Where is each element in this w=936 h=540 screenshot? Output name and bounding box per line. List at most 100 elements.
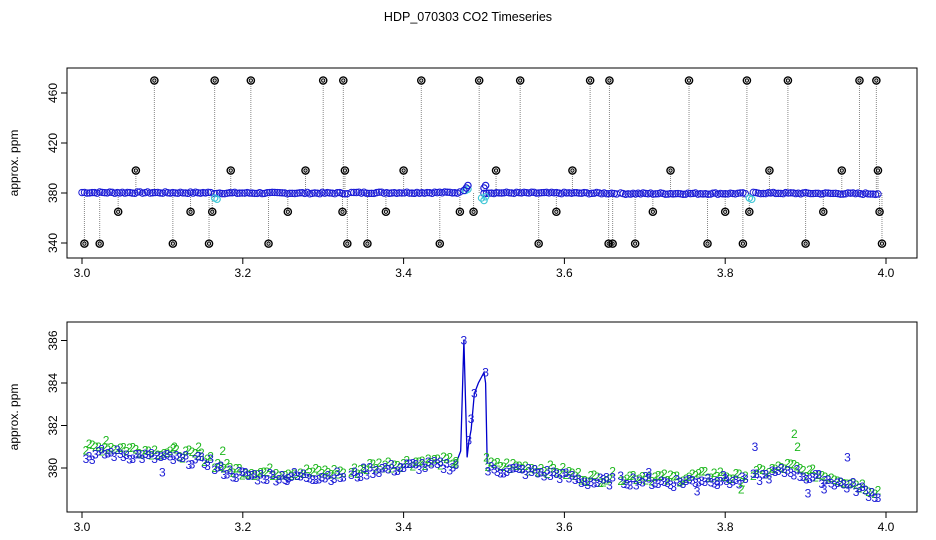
series-2-point: 2: [403, 454, 410, 468]
series-2-point: 2: [145, 444, 152, 458]
outlier-point-inner: [228, 168, 233, 173]
series-3-point: 3: [784, 463, 791, 477]
baseline-point: [235, 189, 244, 197]
baseline-point: [133, 188, 142, 196]
series-3-point: 3: [513, 461, 520, 475]
outlier-point-inner: [839, 168, 844, 173]
series-3-point: 3: [133, 447, 140, 461]
baseline-point: [347, 188, 356, 197]
outlier-point-inner: [133, 168, 138, 173]
series-2-point: 2: [726, 472, 733, 486]
series-2-point: 2: [769, 461, 776, 475]
series-3-point: 3: [584, 478, 591, 492]
series-2-point: 2: [522, 459, 529, 473]
series-3-point: 3: [357, 470, 364, 484]
series-2-point: 2: [519, 462, 526, 476]
baseline-point: [323, 188, 331, 197]
series-3-point: 3: [370, 467, 377, 481]
series-2-point: 2: [189, 445, 196, 459]
series-2-point: 2: [236, 462, 243, 476]
baseline-point: [171, 189, 180, 197]
series-3-point: 3: [340, 470, 347, 484]
series-3-point: 3: [840, 477, 847, 491]
series-2-point: 2: [263, 465, 270, 479]
annotation-point-3: 3: [844, 450, 851, 464]
series-2-point: 2: [636, 472, 643, 486]
series-3-point: 3: [285, 471, 292, 485]
series-2-point: 2: [173, 442, 180, 456]
series-2-point: 2: [766, 466, 773, 480]
baseline-point: [233, 189, 241, 197]
series-3-point: 3: [630, 471, 637, 485]
series-3-point: 3: [695, 476, 702, 490]
series-2-point: 2: [553, 466, 560, 480]
series-2-point: 2: [803, 470, 810, 484]
series-3-point: 3: [98, 443, 105, 457]
series-3-point: 3: [812, 467, 819, 481]
outlier-point: [605, 76, 614, 85]
outlier-point-inner: [266, 241, 271, 246]
series-3-point: 3: [104, 446, 111, 460]
series-2-point: 2: [510, 456, 517, 470]
baseline-point: [844, 189, 852, 197]
series-3-point: 3: [733, 473, 740, 487]
baseline-point: [602, 190, 611, 198]
annotation-point-3: 3: [461, 334, 468, 348]
outlier-point: [455, 207, 465, 217]
baseline-point: [156, 189, 164, 197]
outlier-point-inner: [877, 209, 882, 214]
series-2-point: 2: [606, 472, 613, 486]
series-3-point: 3: [497, 466, 504, 480]
baseline-point: [338, 189, 347, 198]
baseline-point: [507, 189, 516, 197]
baseline-point: [266, 188, 274, 197]
flagged-point: [477, 194, 486, 202]
series-3-point: 3: [837, 475, 844, 489]
series-3-point: 3: [217, 459, 224, 473]
annotation-point-3: 3: [645, 465, 652, 479]
series-3-point: 3: [148, 447, 155, 461]
baseline-point: [869, 190, 877, 198]
series-3-point: 3: [720, 468, 727, 482]
baseline-point: [418, 189, 426, 197]
series-2-point: 2: [373, 461, 380, 475]
series-3-point: 3: [636, 474, 643, 488]
series-3-point: 3: [120, 450, 127, 464]
flagged-point: [213, 195, 221, 204]
outlier-point: [608, 239, 617, 248]
series-2-point: 2: [597, 476, 604, 490]
series-2-point: 2: [753, 464, 760, 478]
series-2-point: 2: [360, 462, 367, 476]
series-2-point: 2: [334, 468, 341, 482]
series-2-point: 2: [655, 469, 662, 483]
series-2-point: 2: [89, 438, 96, 452]
series-2-point: 2: [686, 470, 693, 484]
series-2-point: 2: [787, 457, 794, 471]
series-3-point: 3: [500, 467, 507, 481]
top-y-tick-label: 380: [46, 183, 60, 203]
outlier-point: [872, 76, 881, 85]
baseline-point: [293, 189, 301, 197]
flagged-point: [480, 196, 488, 205]
series-3-point: 3: [575, 472, 582, 486]
spike-point: [460, 186, 468, 195]
bottom-y-tick-label: 380: [46, 458, 60, 478]
baseline-point: [540, 188, 548, 197]
series-2-point: 2: [111, 442, 118, 456]
baseline-point: [448, 189, 457, 197]
series-2-point: 2: [563, 468, 570, 482]
series-2-point: 2: [609, 465, 616, 479]
baseline-point: [246, 189, 254, 197]
series-3-point: 3: [351, 465, 358, 479]
series-2-point: 2: [204, 452, 211, 466]
series-3-point: 3: [705, 471, 712, 485]
series-2-point: 2: [531, 462, 538, 476]
baseline-point: [649, 190, 657, 198]
series-2-point: 2: [711, 466, 718, 480]
outlier-point: [837, 166, 847, 175]
annotation-point-2: 2: [738, 482, 745, 496]
outlier-point-inner: [303, 168, 308, 173]
series-2-point: 2: [198, 446, 205, 460]
outlier-point-inner: [607, 78, 612, 83]
outlier-point: [204, 239, 214, 248]
